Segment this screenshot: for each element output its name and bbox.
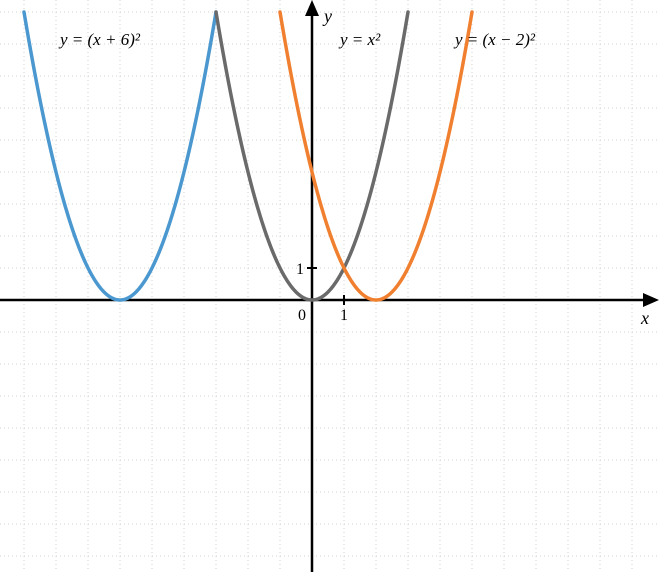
y-tick-1: 1 <box>296 261 304 278</box>
curve-label-gray: y = x² <box>338 30 381 49</box>
x-tick-1: 1 <box>340 307 348 324</box>
chart-svg: y x 0 1 1 y = (x + 6)² y = x² y = (x − 2)² <box>0 0 659 572</box>
x-axis-label: x <box>640 308 649 328</box>
origin-label: 0 <box>298 307 306 324</box>
y-axis-label: y <box>322 6 332 26</box>
curve-label-blue: y = (x + 6)² <box>58 30 141 49</box>
parabola-chart: y x 0 1 1 y = (x + 6)² y = x² y = (x − 2)² <box>0 0 659 572</box>
curve-label-orange: y = (x − 2)² <box>453 30 536 49</box>
